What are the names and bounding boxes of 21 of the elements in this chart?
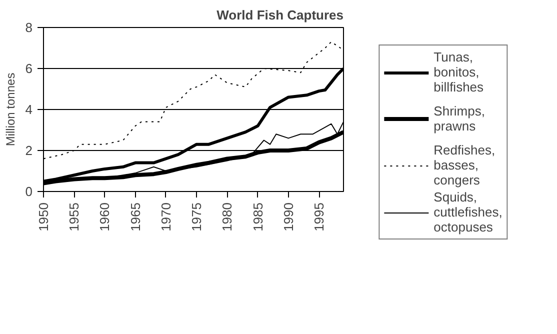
- x-tick-label: 1985: [250, 202, 266, 232]
- x-tick-label: 1990: [280, 202, 296, 232]
- x-tick-label: 1980: [220, 202, 235, 232]
- x-tick-label: 1960: [97, 202, 112, 232]
- legend-label: Tunas, bonitos, billfishes: [434, 50, 484, 94]
- x-tick-label: 1955: [66, 202, 82, 232]
- x-tick-label: 1975: [189, 202, 204, 232]
- x-tick-label: 1970: [158, 202, 174, 232]
- chart-title: World Fish Captures: [216, 8, 344, 22]
- legend-label: Squids, cuttlefishes, octopuses: [434, 190, 502, 234]
- y-tick-label: 4: [25, 102, 33, 117]
- y-tick-label: 6: [25, 61, 33, 76]
- x-tick-label: 1965: [128, 202, 143, 232]
- y-axis-title: Million tonnes: [3, 72, 18, 146]
- y-tick-label: 0: [25, 184, 33, 199]
- legend-label: Redfishes, basses, congers: [434, 142, 496, 188]
- legend-label: Shrimps, prawns: [434, 102, 485, 136]
- y-tick-label: 2: [25, 143, 33, 158]
- x-tick-label: 1995: [312, 202, 327, 232]
- x-tick-label: 1950: [36, 202, 51, 232]
- y-tick-label: 8: [25, 20, 33, 35]
